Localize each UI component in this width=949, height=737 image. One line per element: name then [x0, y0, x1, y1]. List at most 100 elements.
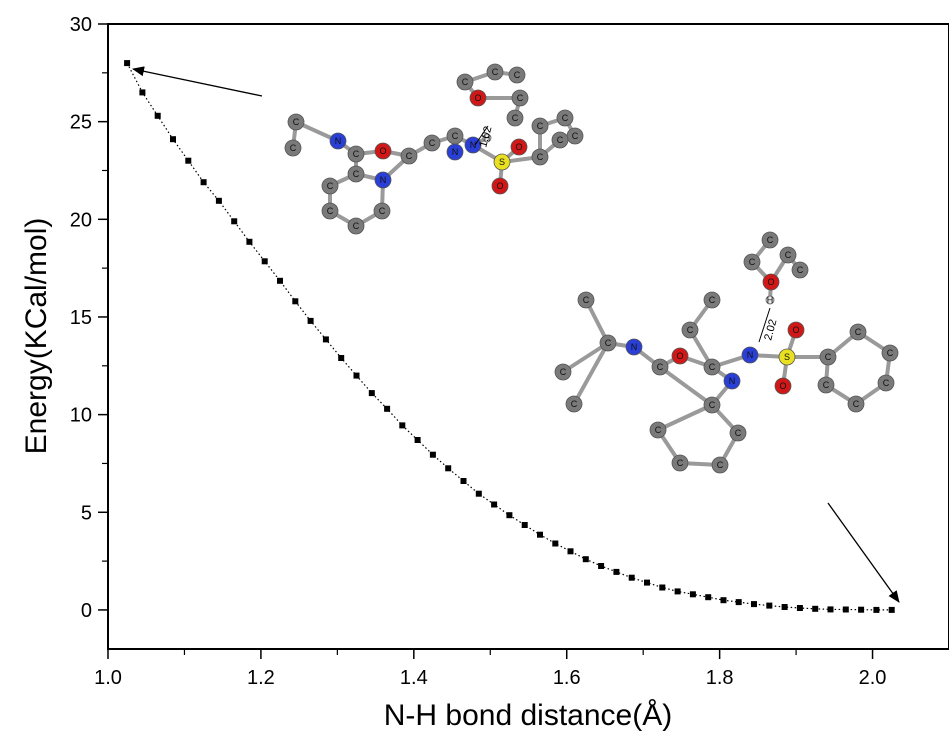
data-point [720, 597, 727, 604]
data-point [139, 89, 146, 96]
data-point [368, 390, 375, 397]
atom-label: N [452, 147, 459, 157]
atom-c [347, 165, 365, 183]
data-point [491, 501, 498, 508]
atom-c [761, 231, 779, 249]
data-point [429, 451, 436, 458]
atom-c [508, 66, 526, 84]
atom-label: N [631, 342, 638, 352]
data-point [628, 574, 635, 581]
data-point [475, 490, 482, 497]
series-points [124, 60, 895, 613]
data-point [277, 277, 283, 284]
bond [656, 403, 714, 432]
atom-label: C [717, 460, 724, 470]
atom-c [400, 147, 418, 165]
atom-c [284, 139, 302, 157]
atom-label: C [749, 257, 756, 267]
atom-o [787, 321, 805, 339]
atom-c [577, 291, 595, 309]
atom-c [506, 109, 524, 127]
atom-label: C [514, 70, 521, 80]
y-tick-label: 0 [81, 600, 92, 622]
data-point [567, 548, 574, 555]
atom-c [556, 109, 574, 127]
annotation-arrow-bottom [827, 502, 900, 603]
atom-label: O [496, 181, 503, 191]
data-point [812, 605, 819, 612]
atom-s [493, 153, 511, 171]
atom-label: C [735, 428, 742, 438]
atom-label: C [855, 327, 862, 337]
data-point [307, 317, 314, 324]
atom-h [482, 133, 492, 143]
atom-c [779, 246, 797, 264]
data-point [796, 605, 803, 611]
atom-label: C [462, 77, 469, 87]
atom-label: C [655, 425, 662, 435]
bond [561, 341, 610, 374]
atom-c [599, 334, 617, 352]
atom-c [819, 348, 837, 366]
atom-o [469, 89, 487, 107]
atom-c [703, 291, 721, 309]
atom-label: H [767, 295, 774, 305]
atom-c [729, 424, 747, 442]
atom-label: C [537, 121, 544, 131]
atom-label: O [779, 381, 786, 391]
atom-label: C [353, 149, 360, 159]
data-point [246, 238, 253, 245]
atom-label: C [327, 181, 334, 191]
atom-label: N [335, 136, 342, 146]
atom-c [531, 117, 549, 135]
atom-o [374, 142, 392, 160]
data-point [873, 606, 880, 613]
atom-label: C [571, 399, 578, 409]
distance-label: 1.02 [477, 125, 494, 149]
distance-line [758, 307, 771, 343]
annotation-arrow-top [132, 66, 263, 97]
atom-c [671, 454, 689, 472]
atom-h [765, 295, 775, 305]
data-point [200, 179, 207, 186]
bond [572, 341, 610, 406]
atom-c [817, 376, 835, 394]
atom-label: C [657, 362, 664, 372]
atom-c [321, 202, 339, 220]
distance-label: 2.02 [762, 318, 779, 342]
atom-n [464, 136, 482, 154]
atom-c [881, 344, 899, 362]
y-tick-label: 25 [70, 112, 92, 134]
atom-n [446, 143, 464, 161]
atom-label: H [484, 133, 491, 143]
atom-label: C [517, 93, 524, 103]
data-point [338, 355, 345, 361]
data-point [613, 568, 620, 575]
atom-label: C [406, 151, 413, 161]
atom-n [723, 372, 741, 390]
y-tick-label: 10 [70, 405, 92, 427]
atom-c [456, 73, 474, 91]
y-tick-label: 20 [70, 209, 92, 231]
data-point [537, 531, 543, 538]
y-tick-label: 15 [70, 307, 92, 329]
series-line [126, 62, 892, 611]
data-point [842, 606, 849, 613]
data-point [322, 336, 329, 343]
atom-n [374, 171, 392, 189]
data-point [888, 606, 895, 613]
y-tick-label: 30 [70, 14, 92, 36]
data-point [399, 422, 406, 429]
atom-label: S [499, 157, 505, 167]
atom-o [774, 377, 792, 395]
atom-label: C [353, 169, 360, 179]
data-point [353, 372, 360, 379]
x-tick-label: 1.4 [400, 667, 428, 689]
plot-frame [107, 23, 949, 650]
data-point [185, 157, 192, 164]
atom-label: C [512, 113, 519, 123]
atom-c [703, 396, 721, 414]
